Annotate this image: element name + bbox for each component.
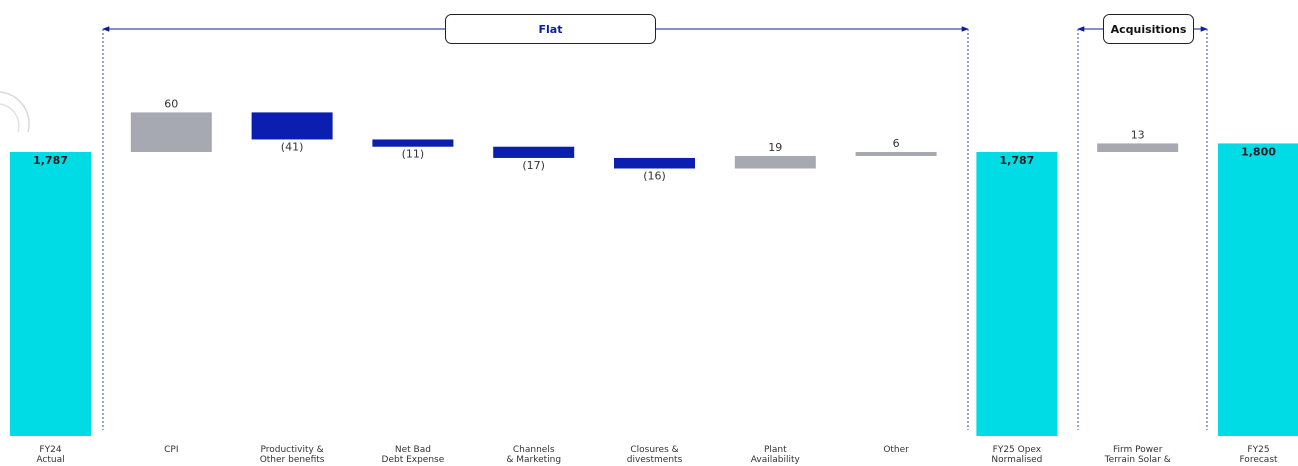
data-label-5: (16) bbox=[643, 170, 666, 183]
category-label-4: Channels & Marketing bbox=[506, 445, 561, 465]
category-label-2: Productivity & Other benefits bbox=[260, 445, 325, 465]
bar-7-increase bbox=[855, 152, 937, 156]
bar-6-increase bbox=[734, 155, 816, 169]
category-label-9-line-1: Terrain Solar & bbox=[1104, 455, 1171, 465]
bracket-1-label-box bbox=[1103, 14, 1194, 44]
category-label-10-line-1: Forecast bbox=[1239, 455, 1278, 465]
category-label-10: FY25 Forecast bbox=[1239, 445, 1278, 465]
category-label-10-line-0: FY25 bbox=[1247, 445, 1269, 455]
data-label-1: 60 bbox=[164, 97, 178, 110]
bar-9-increase bbox=[1097, 143, 1179, 152]
bar-0-total bbox=[10, 152, 91, 436]
category-label-6: Plant Availability bbox=[751, 445, 801, 465]
category-label-6-line-1: Availability bbox=[751, 455, 801, 465]
category-label-2-line-1: Other benefits bbox=[260, 455, 325, 465]
category-label-0: FY24 Actual bbox=[36, 445, 64, 465]
category-label-7: Other bbox=[883, 445, 909, 455]
category-label-1-line-0: CPI bbox=[164, 445, 178, 455]
bar-4-decrease bbox=[493, 146, 575, 158]
data-label-6: 19 bbox=[768, 141, 782, 154]
category-label-8-line-0: FY25 Opex bbox=[993, 445, 1042, 455]
category-label-6-line-0: Plant bbox=[764, 445, 787, 455]
bar-1-increase bbox=[130, 112, 212, 152]
category-label-5-line-0: Closures & bbox=[630, 445, 678, 455]
data-label-2: (41) bbox=[281, 140, 304, 153]
category-label-1: CPI bbox=[164, 445, 178, 455]
bar-3-decrease bbox=[372, 139, 454, 147]
category-label-9: Firm Power Terrain Solar & bbox=[1104, 445, 1171, 465]
category-label-0-line-1: Actual bbox=[36, 455, 64, 465]
category-label-8-line-1: Normalised bbox=[991, 455, 1042, 465]
category-label-7-line-0: Other bbox=[883, 445, 909, 455]
category-label-4-line-1: & Marketing bbox=[506, 455, 561, 465]
category-label-3: Net Bad Debt Expense bbox=[382, 445, 445, 465]
data-label-0: 1,787 bbox=[33, 154, 68, 167]
category-label-5: Closures & divestments bbox=[627, 445, 683, 465]
bar-8-total bbox=[976, 152, 1058, 436]
data-label-3: (11) bbox=[402, 148, 425, 161]
category-label-5-line-1: divestments bbox=[627, 455, 683, 465]
category-label-8: FY25 Opex Normalised bbox=[991, 445, 1042, 465]
data-label-9: 13 bbox=[1131, 128, 1145, 141]
category-label-0-line-0: FY24 bbox=[39, 445, 61, 455]
category-label-2-line-0: Productivity & bbox=[260, 445, 323, 455]
category-label-3-line-0: Net Bad bbox=[395, 445, 431, 455]
bar-2-decrease bbox=[251, 112, 333, 140]
bar-10-total bbox=[1218, 143, 1298, 437]
watermark-arc-inner bbox=[0, 103, 20, 133]
data-label-7: 6 bbox=[893, 137, 900, 150]
watermark-arc-outer bbox=[0, 91, 30, 133]
data-label-10: 1,800 bbox=[1241, 145, 1276, 158]
category-label-3-line-1: Debt Expense bbox=[382, 455, 445, 465]
category-label-4-line-0: Channels bbox=[513, 445, 555, 455]
data-label-4: (17) bbox=[522, 159, 545, 172]
category-label-9-line-0: Firm Power bbox=[1113, 445, 1163, 455]
bracket-0-label: Flat bbox=[539, 23, 563, 36]
bracket-1-label: Acquisitions bbox=[1111, 23, 1187, 36]
data-label-8: 1,787 bbox=[1000, 154, 1035, 167]
bar-5-decrease bbox=[614, 157, 695, 169]
bracket-0-label-box bbox=[445, 14, 656, 44]
